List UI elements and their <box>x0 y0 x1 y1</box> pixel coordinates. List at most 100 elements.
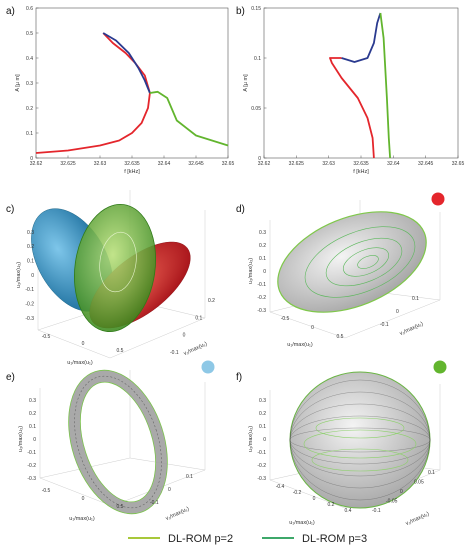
phase-plot-d: 0.3 0.2 0.1 0 -0.1 -0.2 -0.3 u₃/max(u₃) -0.5 0 0.5… <box>248 192 445 348</box>
z-tick-label-c: 0.2 <box>27 244 34 250</box>
y-tick-label-b: 0.15 <box>251 6 261 12</box>
x-tick-label-e: 0 <box>82 496 85 502</box>
legend-label-p3: DL-ROM p=3 <box>302 533 367 545</box>
y-tick-label-d: -0.1 <box>380 322 389 328</box>
z-tick-label-f: -0.2 <box>257 463 266 469</box>
y-tick-label-a: 0.3 <box>26 81 33 87</box>
x-tick-label-e: 0.5 <box>117 504 124 510</box>
x-tick-label-b: 32.645 <box>418 161 434 167</box>
y-axis-label-e: v₁/max(u₁) <box>165 506 190 522</box>
z-axis-label-f: u₃/max(u₃) <box>248 426 254 452</box>
panel-label-a: a) <box>6 6 15 17</box>
axis-box-e <box>39 370 206 507</box>
panel-label-b: b) <box>236 6 245 17</box>
x-tick-label-d: 0 <box>311 325 314 331</box>
x-tick-label-f: 0.4 <box>345 508 352 514</box>
x-tick-label-f: 0 <box>313 496 316 502</box>
z-axis-label-e: u₃/max(u₃) <box>18 426 24 452</box>
x-tick-label-d: 0.5 <box>337 334 344 340</box>
surface-green <box>74 203 156 333</box>
x-tick-label-f: 0.2 <box>328 502 335 508</box>
y-tick-label-b: 0.05 <box>251 106 261 112</box>
series-green-b <box>379 12 391 159</box>
z-tick-label-d: 0.2 <box>259 243 266 249</box>
z-tick-label-d: 0.1 <box>259 256 266 262</box>
x-axis-label-f: u₁/max(u₁) <box>289 520 315 526</box>
y-tick-label-c: 0.1 <box>195 315 202 321</box>
panel-label-d: d) <box>236 204 245 215</box>
x-tick-label-f: -0.2 <box>293 490 302 496</box>
series-red-a <box>35 32 151 154</box>
z-tick-label-c: 0.1 <box>27 258 34 264</box>
y-tick-label-b: 0.1 <box>254 56 261 62</box>
y-tick-label-c: 0 <box>183 333 186 339</box>
y-tick-label-f: -0.05 <box>386 499 398 505</box>
z-tick-label-e: 0.2 <box>29 411 36 417</box>
y-tick-label-e: 0 <box>168 487 171 493</box>
y-tick-label-f: 0.05 <box>414 480 424 486</box>
panel-label-e: e) <box>6 372 15 383</box>
z-tick-label-e: 0.1 <box>29 424 36 430</box>
series-blue-a <box>102 32 151 94</box>
plot-frame-b <box>263 7 459 159</box>
z-tick-label-c: 0.3 <box>27 230 34 236</box>
surface-gray-d <box>277 211 427 313</box>
y-tick-label-e: -0.1 <box>150 500 159 506</box>
panel-label-f: f) <box>236 372 242 383</box>
x-tick-label-b: 32.63 <box>322 161 335 167</box>
x-tick-label-a: 32.65 <box>222 161 235 167</box>
series-red-b <box>329 57 375 159</box>
y-tick-label-f: -0.1 <box>372 508 381 514</box>
z-tick-label-f: 0.1 <box>259 424 266 430</box>
z-tick-label-c: 0 <box>31 273 34 279</box>
z-axis-label-d: u₃/max(u₃) <box>248 258 254 284</box>
y-tick-label-c: -0.1 <box>170 350 179 356</box>
x-tick-label-c: 0 <box>82 341 85 347</box>
phase-plot-e: 0.3 0.2 0.1 0 -0.1 -0.2 -0.3 u₃/max(u₃) -0.5 0 0.5… <box>18 360 215 522</box>
x-tick-label-b: 32.635 <box>353 161 369 167</box>
x-axis-label-c: u₁/max(u₁) <box>67 360 93 366</box>
x-tick-label-b: 32.64 <box>387 161 400 167</box>
y-tick-label-d: 0.1 <box>412 296 419 302</box>
z-tick-label-f: -0.3 <box>257 476 266 482</box>
y-tick-label-a: 0 <box>30 156 33 162</box>
x-axis-label-a: f [kHz] <box>124 169 140 175</box>
z-tick-label-c: -0.3 <box>25 316 34 322</box>
y-tick-label-d: 0 <box>396 309 399 315</box>
z-tick-label-c: -0.1 <box>25 287 34 293</box>
z-axis-label-c: u₃/max(u₃) <box>16 262 22 288</box>
sphere-f <box>289 371 431 509</box>
z-tick-label-c: -0.2 <box>25 301 34 307</box>
x-tick-label-c: -0.5 <box>42 334 51 340</box>
x-tick-label-a: 32.64 <box>158 161 171 167</box>
series-green-a <box>149 90 229 147</box>
z-tick-label-e: 0 <box>33 437 36 443</box>
y-axis-label-f: v₁/max(u₁) <box>405 511 430 527</box>
y-tick-label-f: 0.1 <box>428 470 435 476</box>
y-tick-label-a: 0.4 <box>26 56 33 62</box>
series-blue-b <box>341 12 382 63</box>
z-tick-label-e: -0.2 <box>27 463 36 469</box>
y-tick-label-f: 0 <box>400 489 403 495</box>
y-tick-label-a: 0.5 <box>26 31 33 37</box>
y-axis-label-b: A [µ m] <box>243 74 249 92</box>
ring-shade-e <box>74 375 162 509</box>
z-tick-label-d: 0 <box>263 269 266 275</box>
panel-label-c: c) <box>6 204 14 215</box>
y-tick-label-b: 0 <box>258 156 261 162</box>
x-tick-label-b: 32.65 <box>452 161 465 167</box>
x-tick-label-a: 32.645 <box>188 161 204 167</box>
legend: DL-ROM p=2 DL-ROM p=3 <box>128 533 367 545</box>
z-tick-label-d: -0.3 <box>257 308 266 314</box>
z-tick-label-e: -0.1 <box>27 450 36 456</box>
y-tick-label-a: 0.6 <box>26 6 33 12</box>
phase-plot-f: 0.3 0.2 0.1 0 -0.1 -0.2 -0.3 u₃/max(u₃) -0.4 -0.2… <box>248 360 447 527</box>
sphere-latitudes-f <box>303 417 417 472</box>
y-axis-label-a: A [µ m] <box>15 74 21 92</box>
x-tick-label-a: 32.63 <box>94 161 107 167</box>
x-tick-label-f: -0.4 <box>276 484 285 490</box>
x-tick-label-d: -0.5 <box>281 316 290 322</box>
z-tick-label-f: 0 <box>263 437 266 443</box>
trajectory-spiral-d <box>304 226 416 298</box>
